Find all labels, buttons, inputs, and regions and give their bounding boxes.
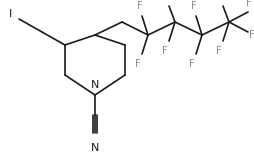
Text: F: F [189, 59, 195, 69]
Text: N: N [91, 80, 99, 90]
Text: F: F [137, 1, 143, 11]
Text: I: I [9, 9, 13, 19]
Text: F: F [246, 0, 252, 8]
Text: F: F [164, 0, 170, 2]
Text: F: F [162, 46, 168, 56]
Text: F: F [191, 1, 197, 11]
Text: F: F [249, 30, 254, 40]
Text: F: F [216, 46, 222, 56]
Text: N: N [91, 143, 99, 152]
Text: F: F [218, 0, 224, 2]
Text: F: F [135, 59, 141, 69]
